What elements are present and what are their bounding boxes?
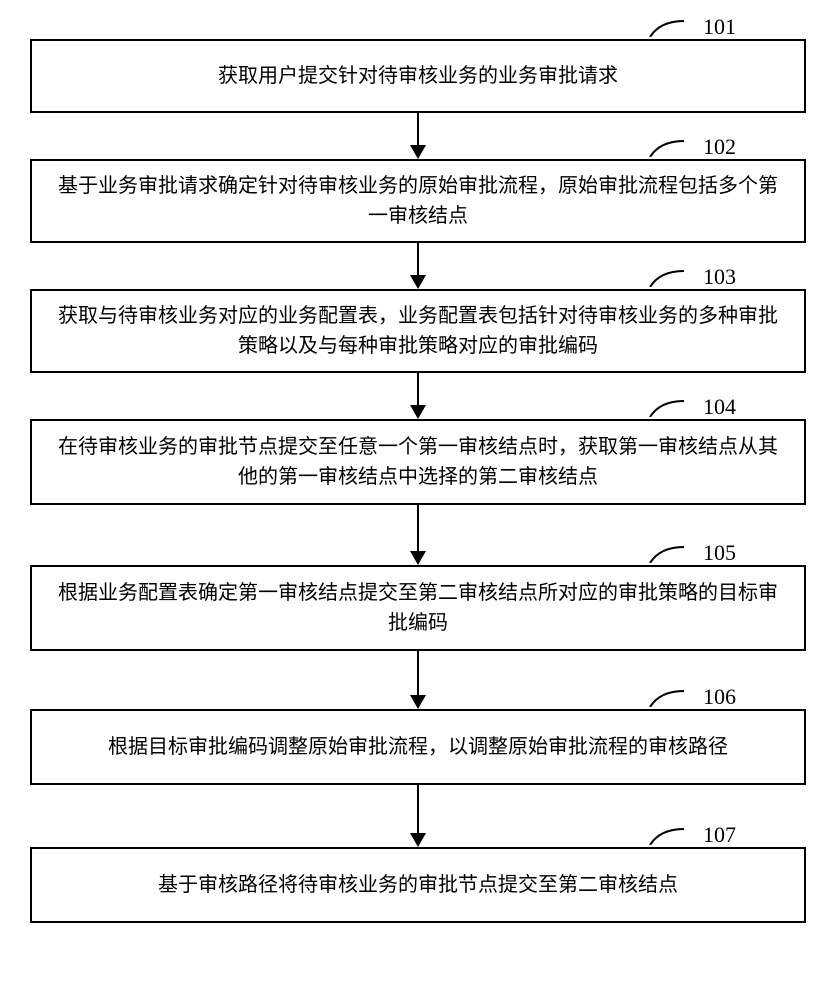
flow-step-107: 107基于审核路径将待审核业务的审批节点提交至第二审核结点 <box>30 847 806 923</box>
step-box-104: 在待审核业务的审批节点提交至任意一个第一审核结点时，获取第一审核结点从其他的第一… <box>30 419 806 505</box>
step-text-101: 获取用户提交针对待审核业务的业务审批请求 <box>218 61 618 91</box>
leader-curve-105 <box>648 545 686 563</box>
step-box-105: 根据业务配置表确定第一审核结点提交至第二审核结点所对应的审批策略的目标审批编码 <box>30 565 806 651</box>
step-text-105: 根据业务配置表确定第一审核结点提交至第二审核结点所对应的审批策略的目标审批编码 <box>52 578 784 638</box>
step-label-103: 103 <box>703 264 736 290</box>
flow-step-103: 103获取与待审核业务对应的业务配置表，业务配置表包括针对待审核业务的多种审批策… <box>30 289 806 373</box>
leader-curve-102 <box>648 139 686 157</box>
flow-step-101: 101获取用户提交针对待审核业务的业务审批请求 <box>30 39 806 113</box>
leader-curve-103 <box>648 269 686 287</box>
step-label-105: 105 <box>703 540 736 566</box>
arrow-104 <box>30 505 806 565</box>
leader-curve-101 <box>648 19 686 37</box>
flow-step-105: 105根据业务配置表确定第一审核结点提交至第二审核结点所对应的审批策略的目标审批… <box>30 565 806 651</box>
flow-step-102: 102基于业务审批请求确定针对待审核业务的原始审批流程，原始审批流程包括多个第一… <box>30 159 806 243</box>
step-box-101: 获取用户提交针对待审核业务的业务审批请求 <box>30 39 806 113</box>
step-box-103: 获取与待审核业务对应的业务配置表，业务配置表包括针对待审核业务的多种审批策略以及… <box>30 289 806 373</box>
step-text-103: 获取与待审核业务对应的业务配置表，业务配置表包括针对待审核业务的多种审批策略以及… <box>52 301 784 361</box>
step-text-106: 根据目标审批编码调整原始审批流程，以调整原始审批流程的审核路径 <box>108 732 728 762</box>
leader-curve-104 <box>648 399 686 417</box>
step-label-102: 102 <box>703 134 736 160</box>
step-text-102: 基于业务审批请求确定针对待审核业务的原始审批流程，原始审批流程包括多个第一审核结… <box>52 171 784 231</box>
leader-curve-107 <box>648 827 686 845</box>
step-box-106: 根据目标审批编码调整原始审批流程，以调整原始审批流程的审核路径 <box>30 709 806 785</box>
arrow-105 <box>30 651 806 709</box>
step-label-107: 107 <box>703 822 736 848</box>
flow-step-104: 104在待审核业务的审批节点提交至任意一个第一审核结点时，获取第一审核结点从其他… <box>30 419 806 505</box>
flowchart-container: 101获取用户提交针对待审核业务的业务审批请求102基于业务审批请求确定针对待审… <box>30 15 806 923</box>
step-label-106: 106 <box>703 684 736 710</box>
leader-curve-106 <box>648 689 686 707</box>
arrow-101 <box>30 113 806 159</box>
arrow-102 <box>30 243 806 289</box>
step-box-102: 基于业务审批请求确定针对待审核业务的原始审批流程，原始审批流程包括多个第一审核结… <box>30 159 806 243</box>
flow-step-106: 106根据目标审批编码调整原始审批流程，以调整原始审批流程的审核路径 <box>30 709 806 785</box>
step-label-101: 101 <box>703 14 736 40</box>
step-label-104: 104 <box>703 394 736 420</box>
arrow-103 <box>30 373 806 419</box>
step-box-107: 基于审核路径将待审核业务的审批节点提交至第二审核结点 <box>30 847 806 923</box>
step-text-104: 在待审核业务的审批节点提交至任意一个第一审核结点时，获取第一审核结点从其他的第一… <box>52 432 784 492</box>
arrow-106 <box>30 785 806 847</box>
step-text-107: 基于审核路径将待审核业务的审批节点提交至第二审核结点 <box>158 870 678 900</box>
